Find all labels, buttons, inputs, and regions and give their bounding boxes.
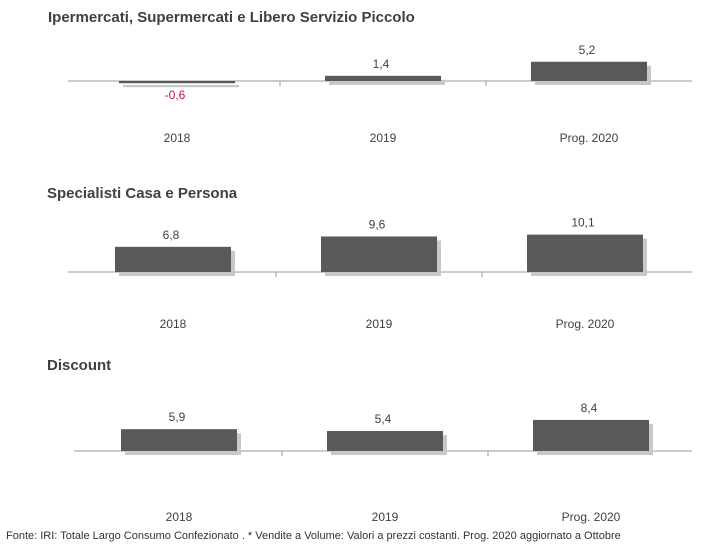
x-tick-label: Prog. 2020 <box>560 131 619 145</box>
bar-shadow <box>329 79 445 85</box>
x-tick-label: 2019 <box>370 131 397 145</box>
bar <box>533 419 649 451</box>
chart-title: Discount <box>47 357 111 374</box>
chart-title: Specialisti Casa e Persona <box>47 185 238 202</box>
chart-panel-3: Discount 5,9 2018 5,4 2019 8,4 Prog. 2020 <box>47 357 692 524</box>
data-label: 5,2 <box>579 43 596 57</box>
source-footnote: Fonte: IRI: Totale Largo Consumo Confezi… <box>6 530 621 542</box>
x-tick-label: 2018 <box>160 317 187 331</box>
chart-panel-2: Specialisti Casa e Persona 6,8 2018 9,6 2019… <box>47 185 692 331</box>
bar <box>531 61 647 81</box>
bar <box>115 246 231 272</box>
x-tick-label: 2019 <box>366 317 393 331</box>
data-label: 9,6 <box>369 217 386 231</box>
x-tick-label: 2019 <box>372 510 399 524</box>
bar <box>119 81 235 84</box>
data-label: 8,4 <box>581 401 598 415</box>
data-label: 10,1 <box>571 216 595 230</box>
data-label: 5,4 <box>375 412 392 426</box>
bar <box>527 234 643 272</box>
data-label: 6,8 <box>163 228 180 242</box>
bar <box>321 236 437 272</box>
bar <box>327 431 443 451</box>
x-tick-label: Prog. 2020 <box>562 510 621 524</box>
bar <box>325 75 441 81</box>
x-tick-label: 2018 <box>164 131 191 145</box>
chart-panel-1: Ipermercati, Supermercati e Libero Servi… <box>48 9 692 145</box>
chart-title: Ipermercati, Supermercati e Libero Servi… <box>48 9 415 26</box>
bar-shadow <box>123 85 239 88</box>
x-tick-label: Prog. 2020 <box>556 317 615 331</box>
data-label: 1,4 <box>373 57 390 71</box>
data-label: 5,9 <box>169 410 186 424</box>
data-label: -0,6 <box>165 88 186 102</box>
bar <box>121 429 237 451</box>
x-tick-label: 2018 <box>166 510 193 524</box>
